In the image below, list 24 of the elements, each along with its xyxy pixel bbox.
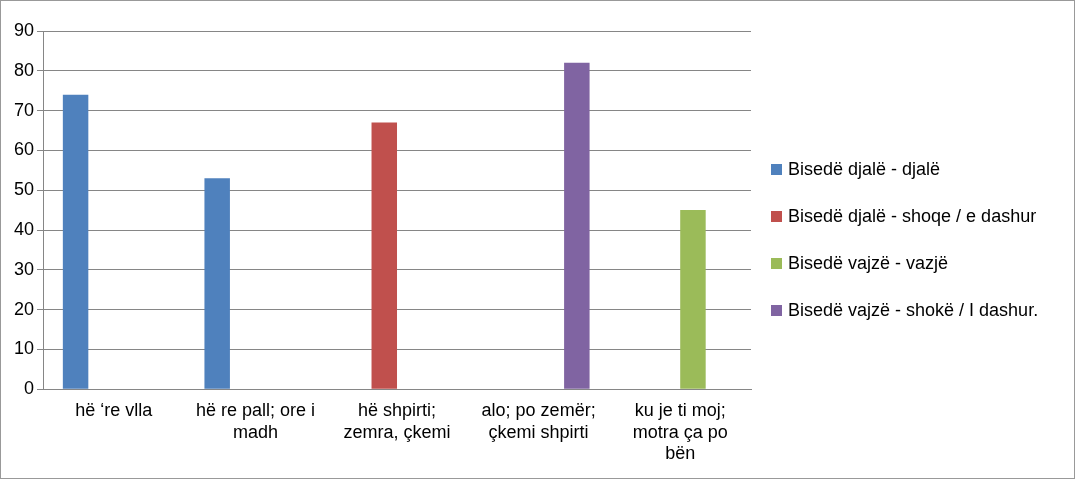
bar	[371, 122, 398, 389]
y-tick-label: 40	[13, 218, 35, 239]
y-tick-label: 0	[24, 378, 35, 399]
y-tick-label: 20	[13, 298, 35, 319]
y-tick-label: 70	[13, 99, 35, 120]
y-tick-label: 10	[13, 338, 35, 359]
bar	[564, 62, 590, 389]
y-tick-label: 60	[13, 139, 35, 160]
x-tick-label: alo; po zemër; çkemi shpirti	[481, 399, 596, 442]
y-tick-label: 90	[13, 19, 35, 40]
x-tick-label: hë shpirti; zemra, çkemi	[343, 399, 451, 442]
bar	[62, 94, 89, 389]
x-tick-label: ku je ti moj; motra ça po bën	[632, 399, 728, 464]
legend-label: Bisedë vajzë - shokë / I dashur.	[788, 299, 1039, 321]
x-tick-label: hë ‘re vlla	[75, 399, 154, 420]
y-tick-label: 50	[13, 179, 35, 200]
x-tick-label: hë re pall; ore i madh	[195, 399, 315, 442]
y-tick-label: 30	[13, 258, 35, 279]
y-tick-label: 80	[13, 59, 35, 80]
legend-label: Bisedë vajzë - vazjë	[788, 252, 949, 274]
bar	[204, 178, 230, 389]
legend-label: Bisedë djalë - djalë	[788, 158, 941, 180]
legend-label: Bisedë djalë - shoqe / e dashur	[788, 205, 1037, 227]
bar	[680, 210, 706, 389]
